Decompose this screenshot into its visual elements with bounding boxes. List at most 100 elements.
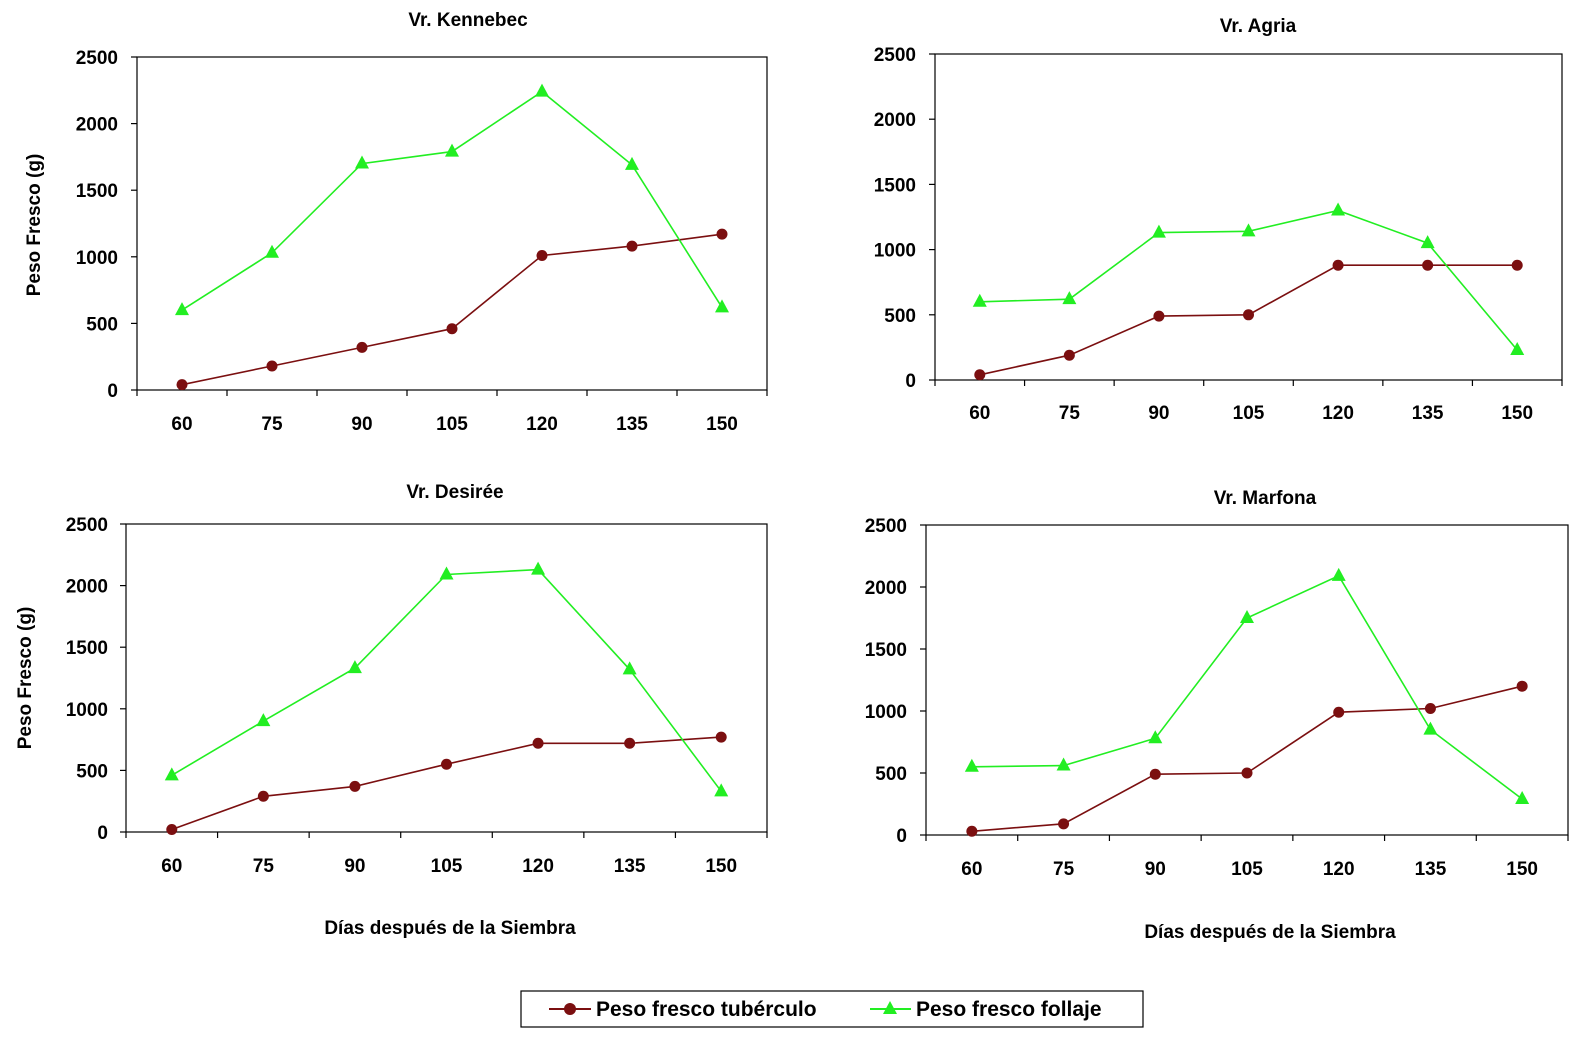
data-point-circle: [715, 731, 727, 743]
data-point-circle: [974, 369, 986, 381]
data-point-circle: [166, 824, 178, 836]
plot-frame: [934, 53, 1563, 381]
series-line: [971, 685, 1523, 833]
plot-frame: [925, 524, 1569, 836]
x-tick-label: 150: [705, 856, 737, 877]
x-tick-label: 90: [351, 414, 372, 435]
data-point-circle: [966, 825, 978, 837]
y-tick-label: 1500: [76, 181, 118, 202]
x-tick-label: 135: [1415, 859, 1447, 880]
y-tick-label: 1000: [874, 241, 916, 262]
data-point-triangle: [256, 713, 271, 727]
x-tick-label: 120: [526, 414, 558, 435]
x-tick-label: 105: [1231, 859, 1263, 880]
data-point-triangle: [1515, 791, 1530, 805]
data-point-circle: [536, 249, 548, 261]
legend-label-follaje: Peso fresco follaje: [916, 998, 1102, 1021]
data-point-circle: [257, 790, 269, 802]
y-tick-label: 2500: [66, 515, 108, 536]
data-point-circle: [1424, 703, 1436, 715]
y-tick-label: 1500: [66, 638, 108, 659]
y-tick-label: 2000: [874, 110, 916, 131]
y-tick-label: 1000: [865, 702, 907, 723]
x-tick-label: 75: [261, 414, 283, 435]
data-point-triangle: [535, 83, 549, 97]
x-tick-label: 60: [171, 414, 192, 435]
x-tick-label: 75: [1059, 403, 1081, 424]
data-point-triangle: [164, 767, 179, 781]
legend-marker-triangle: [883, 1001, 897, 1014]
legend-marker-circle: [564, 1003, 576, 1015]
y-tick-label: 0: [97, 823, 108, 844]
y-tick-label: 2500: [76, 48, 118, 69]
panel-title: Vr. Agria: [1220, 16, 1297, 37]
data-point-triangle: [1240, 610, 1254, 623]
chart-panel-agria: Vr. Agria 0 500 1000 1500 2000 2500 60 75 90 105 1…: [874, 16, 1563, 424]
x-tick-label: 90: [1145, 859, 1166, 880]
data-point-circle: [356, 341, 368, 353]
x-tick-label: 75: [253, 856, 275, 877]
data-point-circle: [716, 228, 728, 240]
data-point-circle: [1063, 349, 1075, 361]
data-point-triangle: [265, 244, 279, 258]
y-tick-label: 2000: [66, 577, 108, 598]
data-point-triangle: [1423, 721, 1438, 735]
y-tick-label: 2000: [76, 115, 118, 136]
data-point-triangle: [1056, 757, 1071, 771]
series-line: [181, 233, 723, 386]
chart-panel-kennebec: Vr. Kennebec Peso Fresco (g) 0 500 1000 150…: [24, 10, 768, 435]
legend-box: [520, 990, 1144, 1028]
data-point-circle: [349, 780, 361, 792]
x-tick-label: 135: [616, 414, 648, 435]
data-point-triangle: [1420, 235, 1435, 249]
y-tick-label: 0: [896, 826, 907, 847]
data-point-circle: [1058, 818, 1070, 830]
data-point-triangle: [715, 299, 729, 313]
data-point-circle: [1241, 767, 1253, 779]
y-axis-title: Peso Fresco (g): [24, 154, 45, 297]
data-point-triangle: [625, 156, 639, 170]
x-tick-label: 105: [1233, 403, 1265, 424]
data-point-triangle: [964, 758, 979, 772]
x-tick-label: 90: [344, 856, 365, 877]
data-point-circle: [1149, 768, 1161, 780]
y-tick-label: 2500: [865, 516, 907, 537]
data-point-circle: [1243, 309, 1254, 321]
plot-frame: [125, 523, 768, 833]
data-point-triangle: [1241, 223, 1256, 237]
series-line: [971, 574, 1523, 800]
y-tick-label: 500: [884, 306, 916, 327]
y-tick-label: 2500: [874, 45, 916, 66]
data-point-circle: [1511, 259, 1523, 271]
data-point-triangle: [347, 660, 362, 674]
data-point-circle: [176, 379, 188, 391]
x-tick-label: 90: [1148, 403, 1169, 424]
x-tick-label: 150: [706, 414, 738, 435]
series-line: [171, 736, 722, 831]
chart-panel-desiree: Vr. Desirée Peso Fresco (g) Días después…: [15, 482, 768, 939]
y-tick-label: 500: [76, 761, 108, 782]
data-point-triangle: [1148, 730, 1163, 744]
y-axis-title: Peso Fresco (g): [15, 607, 36, 750]
x-tick-label: 60: [961, 859, 982, 880]
x-tick-label: 105: [436, 414, 468, 435]
data-point-circle: [1332, 259, 1344, 271]
legend-item-follaje: Peso fresco follaje: [870, 998, 1102, 1021]
data-point-triangle: [439, 566, 454, 580]
y-tick-label: 500: [875, 764, 907, 785]
data-point-circle: [1516, 680, 1528, 692]
legend: Peso fresco tubérculo Peso fresco follaj…: [520, 990, 1144, 1028]
data-point-circle: [441, 758, 452, 770]
data-point-circle: [626, 240, 638, 252]
y-tick-label: 0: [107, 381, 118, 402]
data-point-triangle: [622, 661, 637, 675]
x-tick-label: 135: [614, 856, 646, 877]
data-point-triangle: [1062, 291, 1077, 305]
x-tick-label: 60: [969, 403, 990, 424]
x-tick-label: 150: [1506, 859, 1538, 880]
data-point-circle: [1153, 310, 1165, 322]
plot-frame: [136, 56, 768, 391]
panel-title: Vr. Desirée: [406, 482, 503, 503]
series-line: [171, 568, 722, 792]
